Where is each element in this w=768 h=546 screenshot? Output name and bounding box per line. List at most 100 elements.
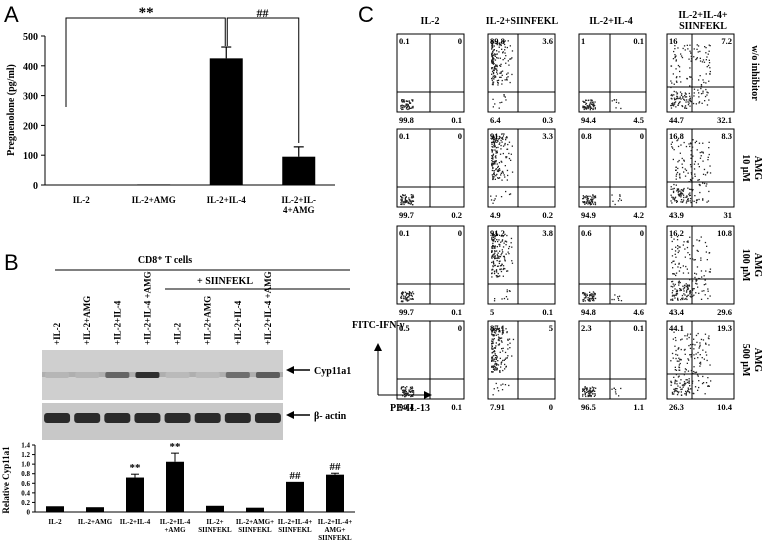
flow-dot [693,200,695,202]
y-tick-label-a: 500 [23,32,38,43]
flow-dot [401,297,403,299]
flow-dot [592,101,594,103]
flow-dot [705,185,707,187]
flow-dot [690,179,692,182]
flow-dot [689,145,691,148]
flow-dot [507,251,509,253]
flow-dot [499,153,502,155]
flow-dot [402,108,404,110]
flow-dot [677,161,679,163]
flow-dot [675,272,678,274]
flow-dot [403,106,405,108]
flow-dot [594,108,596,110]
flow-dot [692,295,694,297]
flow-dot [592,291,595,293]
flow-dot [502,265,505,267]
flow-dot [705,82,707,84]
flow-dot [676,200,678,202]
flow-dots [490,135,514,204]
flow-dot [686,287,689,289]
flow-dot [684,107,686,109]
quadrant-lower-left: 94.9 [581,210,596,220]
flow-dot [505,190,507,193]
flow-dot [700,93,703,95]
flow-dot [674,101,677,103]
flow-dot [582,106,584,109]
flow-dot [701,61,704,63]
flow-dot [612,200,614,202]
x-tick-label-a: IL-2+IL-4 [207,195,247,205]
flow-dot [510,159,512,161]
flow-dot [707,92,709,94]
flow-dot [495,168,497,170]
flow-dot [682,96,684,98]
bar-b [246,507,264,512]
flow-dot [588,106,590,108]
flow-dot [495,330,497,332]
flow-dot [506,234,508,237]
flow-dot [592,295,594,297]
flow-dot [584,386,586,388]
flow-dot [670,380,672,382]
flow-dot [499,351,501,353]
flow-dot [687,370,690,372]
flow-dot [694,386,697,388]
flow-dot [497,272,499,275]
flow-dot [594,101,596,103]
quadrant-upper-left: 0.1 [399,36,410,46]
flow-dot [688,285,690,287]
flow-dot [679,246,681,248]
flow-dot [492,153,495,155]
flow-dot [494,156,496,158]
flow-dot [591,107,593,109]
flow-dot [491,67,493,69]
flow-dot [588,200,591,202]
flow-dot [582,300,584,302]
flow-dot [412,100,414,102]
flow-dot [611,298,613,301]
flow-dot [505,253,507,255]
flow-dot [493,176,495,178]
flow-dot [703,275,705,277]
flow-dot [495,152,497,154]
flow-dot [404,199,406,201]
flow-dot [400,388,402,390]
flow-dot [408,199,410,201]
flow-dot [709,67,711,69]
flow-dot [591,202,594,204]
flow-dot [402,389,405,391]
flow-dot [704,182,706,185]
flow-dot [675,80,678,82]
flow-dot [499,275,501,277]
flow-dot [685,291,688,293]
flow-dot [589,102,591,104]
flow-dot [676,354,679,356]
flow-dot [405,294,407,296]
flow-dot [706,259,708,261]
cyp-band [255,372,280,378]
flow-dot [500,63,502,65]
flow-dot [680,55,683,57]
flow-dot [677,193,680,195]
flow-dot [695,334,698,337]
flow-dot [503,359,505,361]
flow-dot [703,358,705,360]
flow-dot [410,391,412,393]
flow-dot [702,152,704,154]
flow-dots [400,291,415,303]
flow-dot [492,244,494,247]
flow-dot [700,85,702,88]
flow-dot [500,148,502,150]
quadrant-lower-right: 10.4 [717,402,733,412]
flow-dot [675,60,677,62]
flow-dot [692,373,694,375]
flow-dot [591,390,593,393]
flow-dot [591,297,594,299]
flow-dot [504,49,506,51]
flow-dot [410,390,412,392]
flow-dot [497,364,500,366]
flow-dot [684,92,686,94]
flow-dot [687,390,689,392]
flow-dot [680,53,682,55]
quadrant-upper-right: 8.3 [721,131,732,141]
